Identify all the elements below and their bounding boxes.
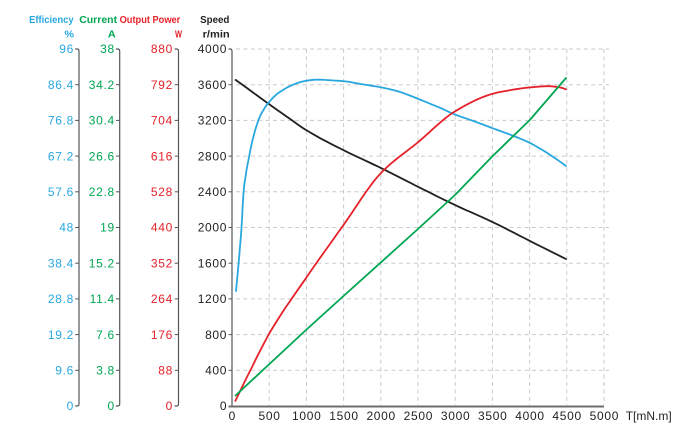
svg-text:%: % [64,28,74,40]
svg-text:Speed: Speed [200,14,229,26]
svg-text:76.8: 76.8 [48,114,74,128]
svg-text:9.6: 9.6 [55,364,74,378]
svg-text:500: 500 [259,409,281,423]
svg-text:704: 704 [151,114,173,128]
svg-text:792: 792 [151,78,173,92]
svg-text:3500: 3500 [478,409,508,423]
svg-text:1600: 1600 [198,256,228,270]
svg-text:1000: 1000 [292,409,322,423]
svg-text:Current: Current [79,14,117,26]
svg-text:2000: 2000 [366,409,396,423]
svg-text:34.2: 34.2 [89,78,115,92]
svg-text:3.8: 3.8 [96,364,115,378]
svg-text:2000: 2000 [198,221,228,235]
svg-text:0: 0 [108,399,115,413]
svg-text:528: 528 [151,185,173,199]
svg-text:86.4: 86.4 [48,78,74,92]
svg-text:48: 48 [59,221,74,235]
svg-text:96: 96 [59,42,74,56]
svg-text:264: 264 [151,292,173,306]
svg-text:4000: 4000 [198,42,228,56]
svg-text:2500: 2500 [404,409,434,423]
svg-text:28.8: 28.8 [48,292,74,306]
svg-text:A: A [108,28,116,40]
svg-text:1200: 1200 [198,292,228,306]
svg-text:800: 800 [205,328,227,342]
svg-text:4500: 4500 [552,409,582,423]
svg-text:19: 19 [100,221,115,235]
svg-text:30.4: 30.4 [89,114,115,128]
svg-text:T[mN.m]: T[mN.m] [626,409,672,423]
svg-text:5000: 5000 [590,409,620,423]
svg-text:19.2: 19.2 [48,328,74,342]
svg-text:616: 616 [151,149,173,163]
svg-text:r/min: r/min [203,28,230,40]
svg-text:1500: 1500 [329,409,359,423]
svg-text:67.2: 67.2 [48,149,74,163]
svg-text:440: 440 [151,221,173,235]
svg-text:0: 0 [67,399,74,413]
svg-text:22.8: 22.8 [89,185,115,199]
svg-text:38: 38 [100,42,115,56]
svg-text:3000: 3000 [441,409,471,423]
svg-text:400: 400 [205,364,227,378]
svg-text:Output Power: Output Power [120,14,181,26]
svg-text:3200: 3200 [198,114,228,128]
svg-text:26.6: 26.6 [89,149,115,163]
svg-text:15.2: 15.2 [89,256,115,270]
svg-text:Efficiency: Efficiency [29,14,74,26]
svg-text:38.4: 38.4 [48,256,74,270]
svg-text:7.6: 7.6 [96,328,115,342]
svg-text:0: 0 [220,399,227,413]
svg-text:0: 0 [229,409,236,423]
svg-text:352: 352 [151,256,173,270]
svg-text:W: W [175,28,182,40]
svg-text:176: 176 [151,328,173,342]
svg-text:57.6: 57.6 [48,185,74,199]
svg-text:2400: 2400 [198,185,228,199]
svg-text:2800: 2800 [198,149,228,163]
svg-text:880: 880 [151,42,173,56]
svg-text:11.4: 11.4 [90,292,115,306]
svg-text:88: 88 [158,364,173,378]
svg-text:4000: 4000 [515,409,545,423]
svg-text:0: 0 [166,399,173,413]
svg-text:3600: 3600 [198,78,228,92]
